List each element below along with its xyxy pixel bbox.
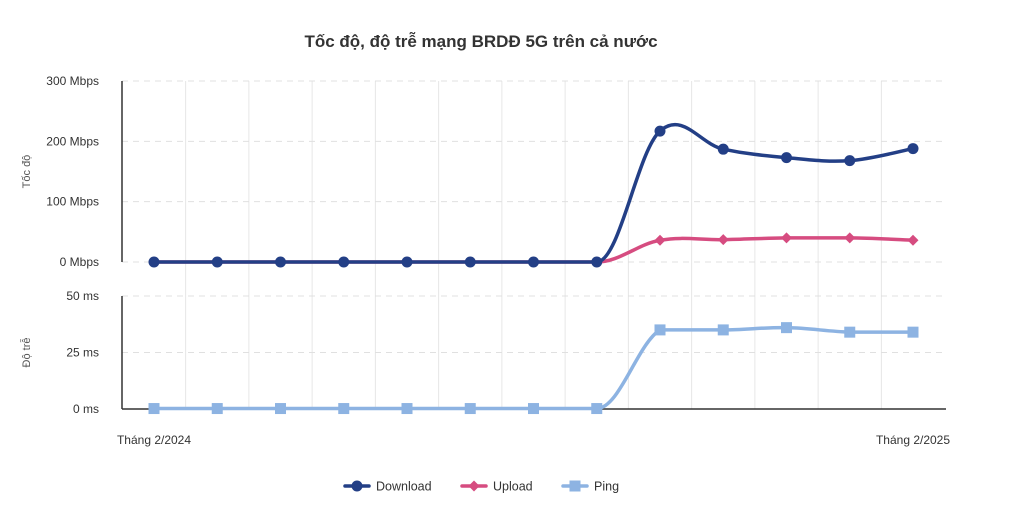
data-point-download [717,143,729,155]
series-line-ping [152,325,915,411]
data-point-upload [781,232,792,244]
y-tick-label: 200 Mbps [46,134,99,148]
data-point-ping [844,326,856,338]
series-ping [148,322,919,415]
series-download [148,122,919,268]
series-line-download [152,122,915,264]
data-point-download [338,256,350,268]
data-point-upload [654,234,666,246]
data-point-download [907,143,919,155]
data-point-download [464,256,476,268]
x-tick-label-last: Tháng 2/2025 [876,433,950,447]
data-point-download [401,256,413,268]
legend-label: Ping [594,480,619,494]
data-point-download [591,256,603,268]
x-tick-label-first: Tháng 2/2024 [117,433,191,447]
series [148,122,919,415]
y-tick-label: 100 Mbps [46,195,99,209]
chart-title: Tốc độ, độ trễ mạng BRDĐ 5G trên cả nước [304,32,657,51]
grid [122,80,946,410]
data-point-ping [338,403,350,415]
legend: Download Upload Ping [343,480,619,494]
data-point-download [528,256,539,268]
legend-item-download[interactable]: Download [343,480,432,494]
y-tick-label: 0 ms [73,402,99,416]
data-point-ping [148,403,160,415]
legend-swatch-marker [351,480,363,492]
data-point-upload [844,232,856,244]
data-point-ping [717,324,729,336]
data-point-ping [401,403,413,415]
legend-label: Upload [493,480,533,494]
data-point-download [211,256,223,268]
data-point-download [148,256,160,268]
y-tick-label: 25 ms [66,346,99,360]
data-point-download [844,155,856,167]
data-point-ping [781,322,792,334]
data-point-download [275,256,286,268]
legend-label: Download [376,480,432,494]
data-point-download [781,152,792,164]
data-point-download [654,125,666,137]
legend-swatch-marker [569,480,581,492]
data-point-ping [654,324,666,336]
data-point-ping [528,403,539,415]
y-tick-label: 300 Mbps [46,74,99,88]
data-point-ping [907,326,919,338]
legend-item-ping[interactable]: Ping [561,480,619,494]
data-point-ping [464,403,476,415]
y-axis-title: Độ trễ [20,338,33,368]
y-axis-title: Tốc độ [21,155,33,189]
legend-item-upload[interactable]: Upload [460,480,533,494]
axes: 0 Mbps 100 Mbps 200 Mbps 300 Mbps Tốc độ 0 ms… [20,74,946,416]
y-tick-label: 50 ms [66,289,99,303]
data-point-ping [275,403,286,415]
y-tick-label: 0 Mbps [60,255,99,269]
data-point-upload [907,234,919,246]
data-point-upload [717,234,729,246]
data-point-ping [591,403,603,415]
legend-swatch-marker [468,480,480,492]
data-point-ping [211,403,223,415]
